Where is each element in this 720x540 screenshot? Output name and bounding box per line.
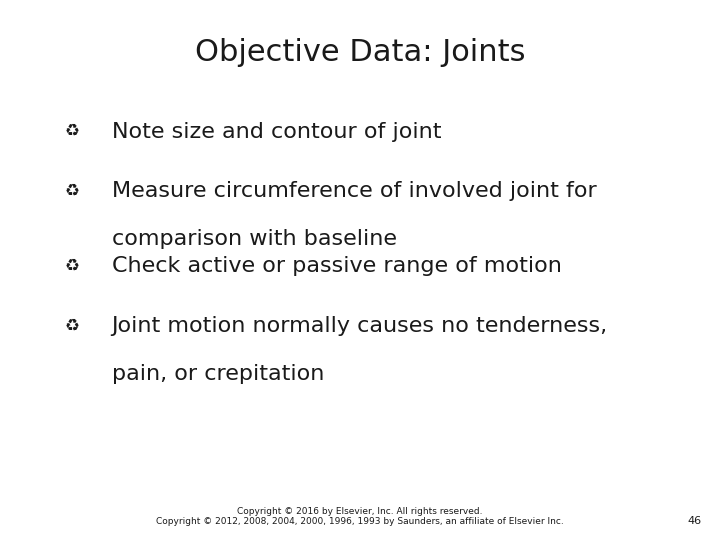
Text: ♻: ♻ — [65, 181, 80, 199]
Text: Check active or passive range of motion: Check active or passive range of motion — [112, 256, 562, 276]
Text: comparison with baseline: comparison with baseline — [112, 230, 397, 249]
Text: ♻: ♻ — [65, 256, 80, 274]
Text: Copyright © 2016 by Elsevier, Inc. All rights reserved.
Copyright © 2012, 2008, : Copyright © 2016 by Elsevier, Inc. All r… — [156, 507, 564, 526]
Text: Measure circumference of involved joint for: Measure circumference of involved joint … — [112, 181, 596, 201]
Text: Joint motion normally causes no tenderness,: Joint motion normally causes no tenderne… — [112, 316, 608, 336]
Text: ♻: ♻ — [65, 316, 80, 334]
Text: Objective Data: Joints: Objective Data: Joints — [194, 38, 526, 67]
Text: ♻: ♻ — [65, 122, 80, 139]
Text: pain, or crepitation: pain, or crepitation — [112, 364, 324, 384]
Text: 46: 46 — [688, 516, 702, 526]
Text: Note size and contour of joint: Note size and contour of joint — [112, 122, 441, 141]
